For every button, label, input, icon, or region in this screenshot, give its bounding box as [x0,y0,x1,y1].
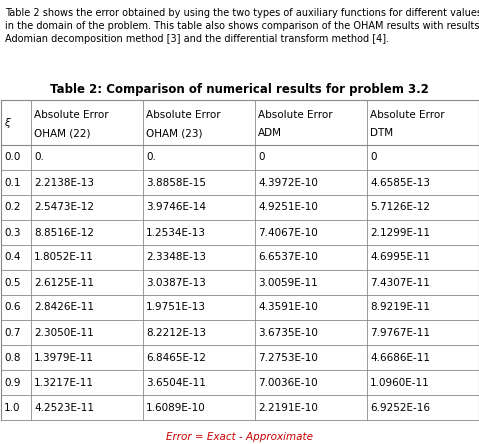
Text: 7.9767E-11: 7.9767E-11 [370,328,430,337]
Text: OHAM (22): OHAM (22) [34,128,91,138]
Text: 1.2534E-13: 1.2534E-13 [146,227,206,238]
Text: 0.6: 0.6 [4,302,21,313]
Text: 0.8: 0.8 [4,353,21,362]
Text: 7.4067E-10: 7.4067E-10 [258,227,318,238]
Text: Absolute Error: Absolute Error [34,110,109,120]
Text: DTM: DTM [370,128,393,138]
Text: OHAM (23): OHAM (23) [146,128,203,138]
Text: 8.8516E-12: 8.8516E-12 [34,227,94,238]
Text: Absolute Error: Absolute Error [258,110,332,120]
Text: Absolute Error: Absolute Error [146,110,221,120]
Text: 6.9252E-16: 6.9252E-16 [370,403,430,412]
Text: 2.2191E-10: 2.2191E-10 [258,403,318,412]
Text: 4.3972E-10: 4.3972E-10 [258,178,318,187]
Text: 1.6089E-10: 1.6089E-10 [146,403,206,412]
Text: 7.4307E-11: 7.4307E-11 [370,278,430,288]
Text: 3.8858E-15: 3.8858E-15 [146,178,206,187]
Text: 3.6504E-11: 3.6504E-11 [146,377,206,388]
Text: 4.6585E-13: 4.6585E-13 [370,178,430,187]
Text: 0: 0 [258,152,264,163]
Text: Adomian decomposition method [3] and the differential transform method [4].: Adomian decomposition method [3] and the… [5,34,389,44]
Text: 0.: 0. [146,152,156,163]
Text: 1.3979E-11: 1.3979E-11 [34,353,94,362]
Text: Error = Exact - Approximate: Error = Exact - Approximate [166,432,313,442]
Text: 4.9251E-10: 4.9251E-10 [258,202,318,213]
Text: 7.2753E-10: 7.2753E-10 [258,353,318,362]
Text: ξ: ξ [4,118,10,127]
Text: 2.1299E-11: 2.1299E-11 [370,227,430,238]
Text: 7.0036E-10: 7.0036E-10 [258,377,318,388]
Text: 2.2138E-13: 2.2138E-13 [34,178,94,187]
Text: 4.2523E-11: 4.2523E-11 [34,403,94,412]
Text: 0.0: 0.0 [4,152,21,163]
Text: 0.5: 0.5 [4,278,21,288]
Text: Absolute Error: Absolute Error [370,110,445,120]
Text: 8.9219E-11: 8.9219E-11 [370,302,430,313]
Text: 2.3348E-13: 2.3348E-13 [146,253,206,262]
Text: 0.7: 0.7 [4,328,21,337]
Text: 0.1: 0.1 [4,178,21,187]
Text: 1.0: 1.0 [4,403,21,412]
Text: 3.0059E-11: 3.0059E-11 [258,278,318,288]
Text: 2.3050E-11: 2.3050E-11 [34,328,94,337]
Text: 1.3217E-11: 1.3217E-11 [34,377,94,388]
Text: 2.6125E-11: 2.6125E-11 [34,278,94,288]
Text: 4.6995E-11: 4.6995E-11 [370,253,430,262]
Text: 1.9751E-13: 1.9751E-13 [146,302,206,313]
Text: 3.0387E-13: 3.0387E-13 [146,278,206,288]
Text: 2.8426E-11: 2.8426E-11 [34,302,94,313]
Text: 2.5473E-12: 2.5473E-12 [34,202,94,213]
Text: 0.2: 0.2 [4,202,21,213]
Text: 0: 0 [370,152,376,163]
Text: 1.0960E-11: 1.0960E-11 [370,377,430,388]
Text: 0.4: 0.4 [4,253,21,262]
Text: 1.8052E-11: 1.8052E-11 [34,253,94,262]
Text: 3.6735E-10: 3.6735E-10 [258,328,318,337]
Text: 5.7126E-12: 5.7126E-12 [370,202,430,213]
Text: 0.: 0. [34,152,44,163]
Text: Table 2: Comparison of numerical results for problem 3.2: Table 2: Comparison of numerical results… [50,83,429,96]
Text: 6.6537E-10: 6.6537E-10 [258,253,318,262]
Text: ADM: ADM [258,128,282,138]
Text: 0.3: 0.3 [4,227,21,238]
Text: in the domain of the problem. This table also shows comparison of the OHAM resul: in the domain of the problem. This table… [5,21,479,31]
Text: 8.2212E-13: 8.2212E-13 [146,328,206,337]
Text: 3.9746E-14: 3.9746E-14 [146,202,206,213]
Text: Table 2 shows the error obtained by using the two types of auxiliary functions f: Table 2 shows the error obtained by usin… [5,8,479,18]
Text: 0.9: 0.9 [4,377,21,388]
Text: 4.3591E-10: 4.3591E-10 [258,302,318,313]
Text: 6.8465E-12: 6.8465E-12 [146,353,206,362]
Text: 4.6686E-11: 4.6686E-11 [370,353,430,362]
